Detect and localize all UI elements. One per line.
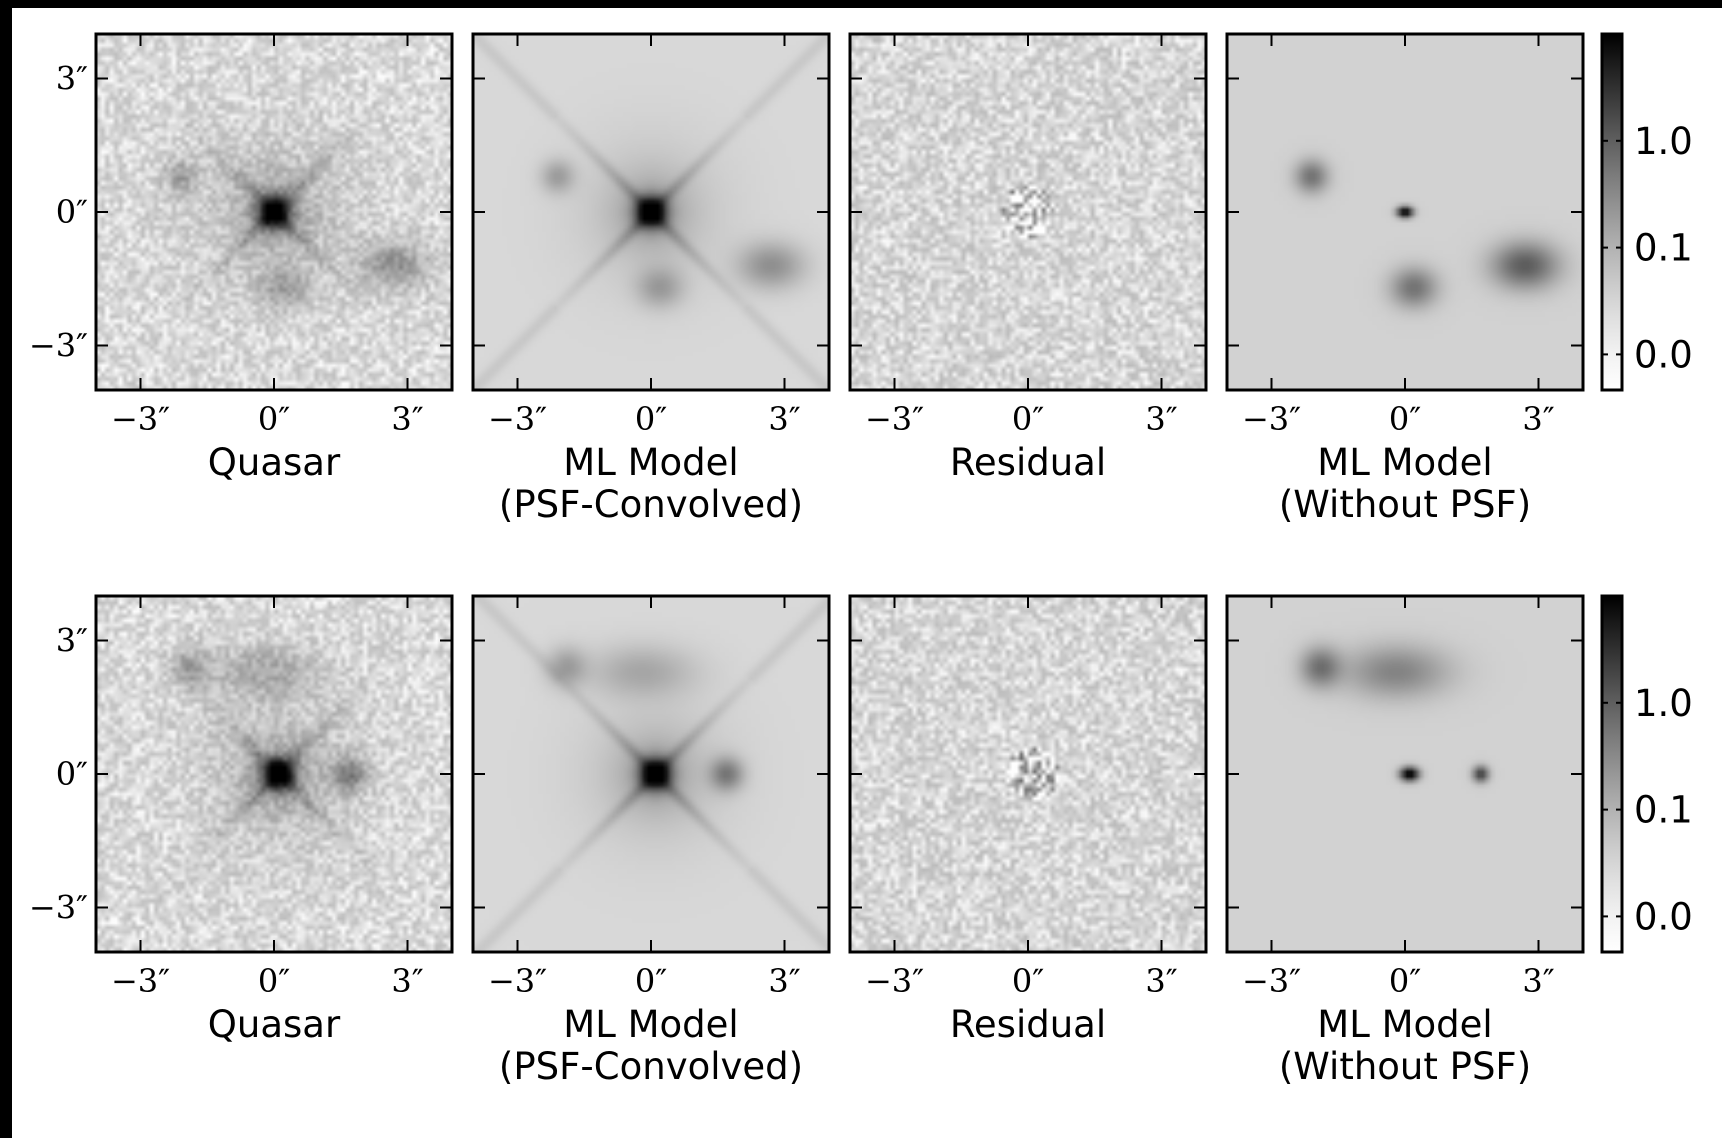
panel-row1-residual-image [850, 34, 1206, 390]
x-tick-label: 3″ [391, 400, 423, 438]
panel-caption: ML Model [563, 441, 738, 484]
panel-row1-data-image [96, 34, 452, 390]
x-tick-label: −3″ [488, 400, 547, 438]
y-tick-label: 0″ [56, 193, 88, 231]
panel-caption: ML Model [563, 1003, 738, 1046]
colorbar-tick-label: 1.0 [1634, 682, 1693, 725]
x-tick-label: 3″ [768, 400, 800, 438]
x-tick-label: 3″ [1522, 400, 1554, 438]
x-tick-label: 0″ [1389, 962, 1421, 1000]
x-tick-label: −3″ [488, 962, 547, 1000]
x-tick-label: 3″ [391, 962, 423, 1000]
colorbar-gradient [1602, 34, 1622, 390]
panel-row1-model-conv: −3″ 0″ 3″ ML Model(PSF-Convolved) [471, 32, 831, 526]
colorbar-tick-label: 0.0 [1634, 895, 1693, 938]
panel-caption: ML Model [1317, 441, 1492, 484]
panel-caption: Residual [950, 441, 1106, 484]
panel-row2-model-conv-image [473, 596, 829, 952]
panel-row2-residual-image [850, 596, 1206, 952]
y-tick-label: −3″ [29, 889, 88, 927]
x-tick-label: 0″ [635, 962, 667, 1000]
x-tick-label: −3″ [1242, 400, 1301, 438]
colorbar-tick-label: 1.0 [1634, 120, 1693, 163]
panel-row1-model-nopsf: −3″ 0″ 3″ ML Model(Without PSF) [1225, 32, 1585, 526]
colorbar-tick-label: 0.0 [1634, 333, 1693, 376]
panel-row2-model-nopsf: −3″ 0″ 3″ ML Model(Without PSF) [1225, 594, 1585, 1088]
colorbar-tick-label: 0.1 [1634, 789, 1693, 832]
panel-caption: (PSF-Convolved) [499, 483, 803, 526]
x-tick-label: −3″ [865, 400, 924, 438]
panel-row2-model-conv: −3″ 0″ 3″ ML Model(PSF-Convolved) [471, 594, 831, 1088]
colorbar-tick-label: 0.1 [1634, 227, 1693, 270]
y-tick-label: 0″ [56, 755, 88, 793]
panel-caption: Quasar [208, 441, 341, 484]
figure-svg: −3″ 0″ 3″3″0″−3″Quasar−3″ 0″ 3″ML Model(PSF-… [29, 32, 1693, 1088]
x-tick-label: 0″ [258, 962, 290, 1000]
x-tick-label: 0″ [635, 400, 667, 438]
x-tick-label: 0″ [1012, 400, 1044, 438]
colorbar-row1: 1.0 0.1 0.0 [1600, 32, 1693, 392]
x-tick-label: 0″ [258, 400, 290, 438]
x-tick-label: −3″ [111, 962, 170, 1000]
panel-row1-data: −3″ 0″ 3″ 3″ 0″ −3″ Quasar [29, 32, 454, 484]
x-tick-label: 3″ [1145, 962, 1177, 1000]
panel-caption: (PSF-Convolved) [499, 1045, 803, 1088]
colorbar-gradient [1602, 596, 1622, 952]
panel-caption: Quasar [208, 1003, 341, 1046]
panel-caption: (Without PSF) [1279, 483, 1531, 526]
y-tick-label: −3″ [29, 327, 88, 365]
x-tick-label: −3″ [1242, 962, 1301, 1000]
panel-row2-residual: −3″ 0″ 3″ Residual [848, 594, 1208, 1046]
x-tick-label: 3″ [768, 962, 800, 1000]
colorbar-frame [1600, 32, 1624, 392]
x-tick-label: 0″ [1389, 400, 1421, 438]
panel-row1-model-conv-image [473, 34, 829, 390]
panel-row1-model-nopsf-image [1227, 34, 1583, 390]
y-tick-label: 3″ [56, 60, 88, 98]
panel-row1-residual: −3″ 0″ 3″ Residual [848, 32, 1208, 484]
panel-caption: Residual [950, 1003, 1106, 1046]
x-tick-label: −3″ [865, 962, 924, 1000]
colorbar-frame [1600, 594, 1624, 954]
x-tick-label: −3″ [111, 400, 170, 438]
x-tick-label: 3″ [1145, 400, 1177, 438]
panel-caption: ML Model [1317, 1003, 1492, 1046]
x-tick-label: 0″ [1012, 962, 1044, 1000]
figure-canvas: −3″ 0″ 3″ 3″ 0″ −3″ Quasar −3″ 0″ 3″ ML Model (PSF-… [12, 8, 1722, 1138]
panel-row2-data-image [96, 596, 452, 952]
panel-caption: (Without PSF) [1279, 1045, 1531, 1088]
panel-row2-data: −3″ 0″ 3″ 3″ 0″ −3″ Quasar [29, 594, 454, 1046]
x-tick-label: 3″ [1522, 962, 1554, 1000]
y-tick-label: 3″ [56, 622, 88, 660]
colorbar-row2: 1.0 0.1 0.0 [1600, 594, 1693, 954]
panel-row2-model-nopsf-image [1227, 596, 1583, 952]
